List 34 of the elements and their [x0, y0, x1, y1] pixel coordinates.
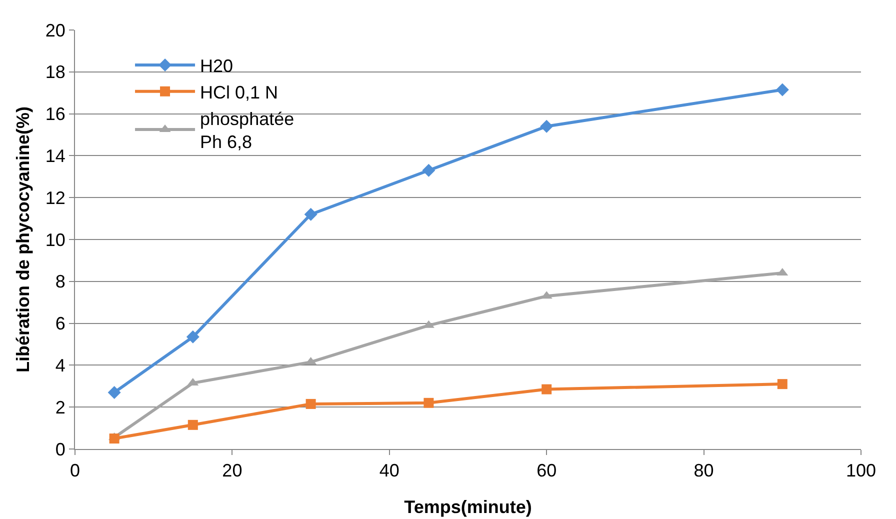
point	[776, 83, 789, 96]
x-tick-label: 20	[222, 460, 242, 481]
y-tick-label: 10	[45, 230, 66, 250]
y-tick-label: 12	[45, 188, 66, 208]
y-tick-label: 6	[55, 314, 66, 334]
point	[188, 420, 198, 430]
x-tick-label: 40	[379, 460, 400, 481]
x-tick-label: 0	[70, 460, 80, 481]
y-tick-label: 14	[45, 146, 66, 166]
point	[542, 384, 552, 394]
legend-label: phosphatée Ph 6,8	[200, 108, 294, 152]
x-tick-label: 100	[846, 460, 876, 481]
point	[540, 120, 554, 133]
point	[422, 164, 436, 177]
x-axis-title: Temps(minute)	[404, 497, 532, 517]
y-tick-label: 20	[45, 20, 66, 40]
x-tick-label: 60	[536, 460, 557, 481]
point	[777, 379, 788, 390]
point	[306, 398, 316, 409]
y-tick-label: 2	[55, 397, 66, 418]
point	[424, 398, 434, 408]
point	[186, 330, 200, 344]
y-tick-label: 0	[55, 439, 66, 460]
y-tick-label: 8	[55, 272, 66, 292]
x-tick-label: 80	[694, 460, 714, 481]
y-tick-label: 4	[55, 356, 66, 376]
point	[304, 208, 318, 221]
point	[108, 386, 121, 399]
y-axis-title: Libération de phycocyanine(%)	[13, 106, 33, 373]
y-tick-label: 18	[45, 62, 66, 82]
y-tick-label: 16	[45, 104, 66, 124]
point	[109, 434, 120, 444]
legend-label: H20	[200, 56, 234, 76]
legend-label: HCl 0,1 N	[200, 82, 278, 102]
